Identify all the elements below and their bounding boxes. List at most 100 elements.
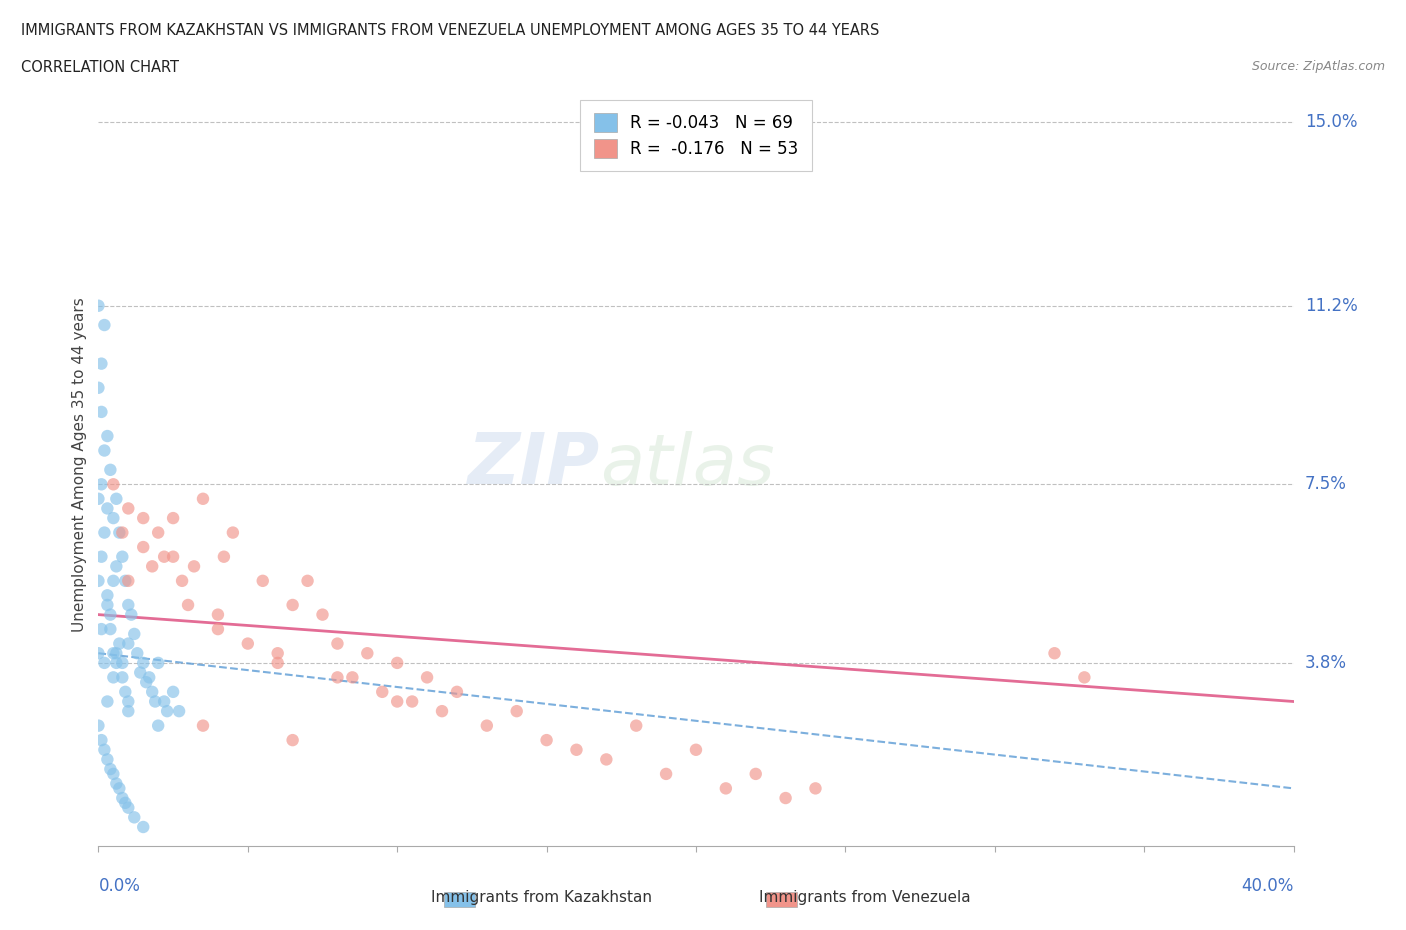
- Point: [267, 656, 290, 671]
- Point: [111, 670, 134, 684]
- Point: [342, 670, 364, 684]
- Text: IMMIGRANTS FROM KAZAKHSTAN VS IMMIGRANTS FROM VENEZUELA UNEMPLOYMENT AMONG AGES : IMMIGRANTS FROM KAZAKHSTAN VS IMMIGRANTS…: [21, 23, 880, 38]
- Text: ZIP: ZIP: [468, 431, 600, 499]
- Point: [356, 645, 378, 660]
- Point: [212, 550, 235, 565]
- Text: 15.0%: 15.0%: [1305, 113, 1357, 131]
- Point: [87, 645, 110, 660]
- Point: [103, 477, 125, 492]
- Point: [1043, 645, 1066, 660]
- Y-axis label: Unemployment Among Ages 35 to 44 years: Unemployment Among Ages 35 to 44 years: [72, 298, 87, 632]
- Point: [114, 574, 136, 589]
- Point: [167, 704, 190, 719]
- Point: [475, 718, 498, 733]
- Point: [93, 656, 115, 671]
- Point: [385, 656, 409, 671]
- Point: [191, 718, 214, 733]
- Point: [96, 588, 118, 603]
- Point: [153, 694, 176, 709]
- Point: [87, 491, 110, 506]
- Point: [132, 819, 155, 834]
- Point: [117, 501, 139, 516]
- Point: [96, 694, 118, 709]
- Point: [191, 491, 214, 506]
- Point: [143, 694, 166, 709]
- Point: [430, 704, 453, 719]
- Point: [108, 525, 131, 540]
- Point: [103, 645, 125, 660]
- Point: [87, 574, 110, 589]
- Point: [117, 574, 139, 589]
- Point: [114, 795, 136, 810]
- Point: [141, 559, 163, 574]
- Point: [177, 598, 200, 613]
- Point: [103, 670, 125, 684]
- Point: [685, 742, 707, 757]
- Point: [111, 790, 134, 805]
- Point: [135, 675, 157, 690]
- Point: [108, 636, 131, 651]
- Point: [93, 742, 115, 757]
- Text: CORRELATION CHART: CORRELATION CHART: [21, 60, 179, 75]
- Point: [105, 777, 128, 791]
- Point: [148, 525, 170, 540]
- Point: [96, 598, 118, 613]
- Point: [117, 694, 139, 709]
- Point: [98, 762, 122, 777]
- Point: [93, 443, 115, 458]
- Text: 7.5%: 7.5%: [1305, 475, 1347, 493]
- Point: [87, 718, 110, 733]
- Point: [162, 684, 184, 699]
- Point: [297, 574, 319, 589]
- Text: 3.8%: 3.8%: [1305, 654, 1347, 671]
- Point: [129, 665, 152, 680]
- Point: [148, 718, 170, 733]
- Point: [117, 704, 139, 719]
- Point: [90, 733, 112, 748]
- Point: [252, 574, 274, 589]
- Point: [536, 733, 558, 748]
- Point: [90, 550, 112, 565]
- Point: [326, 636, 349, 651]
- Point: [156, 704, 179, 719]
- Point: [96, 429, 118, 444]
- Point: [114, 684, 136, 699]
- Point: [105, 491, 128, 506]
- Point: [371, 684, 394, 699]
- Point: [105, 656, 128, 671]
- Point: [90, 356, 112, 371]
- Point: [90, 621, 112, 636]
- Point: [162, 511, 184, 525]
- Point: [281, 598, 304, 613]
- Point: [172, 574, 194, 589]
- Point: [98, 621, 122, 636]
- Point: [103, 766, 125, 781]
- Point: [132, 511, 155, 525]
- Point: [132, 656, 155, 671]
- Text: atlas: atlas: [600, 431, 775, 499]
- Point: [595, 752, 617, 767]
- Point: [446, 684, 468, 699]
- Point: [90, 477, 112, 492]
- Point: [103, 574, 125, 589]
- Point: [120, 607, 142, 622]
- Point: [281, 733, 304, 748]
- Point: [714, 781, 737, 796]
- Point: [655, 766, 678, 781]
- Point: [105, 645, 128, 660]
- Point: [117, 598, 139, 613]
- Point: [565, 742, 588, 757]
- Point: [90, 405, 112, 419]
- Point: [775, 790, 797, 805]
- Text: 0.0%: 0.0%: [98, 877, 141, 895]
- Text: Immigrants from Venezuela: Immigrants from Venezuela: [759, 890, 970, 905]
- Point: [207, 607, 229, 622]
- Text: Source: ZipAtlas.com: Source: ZipAtlas.com: [1251, 60, 1385, 73]
- Point: [117, 800, 139, 815]
- Point: [804, 781, 827, 796]
- Point: [124, 810, 146, 825]
- Point: [222, 525, 245, 540]
- Point: [267, 645, 290, 660]
- Point: [183, 559, 205, 574]
- Point: [236, 636, 259, 651]
